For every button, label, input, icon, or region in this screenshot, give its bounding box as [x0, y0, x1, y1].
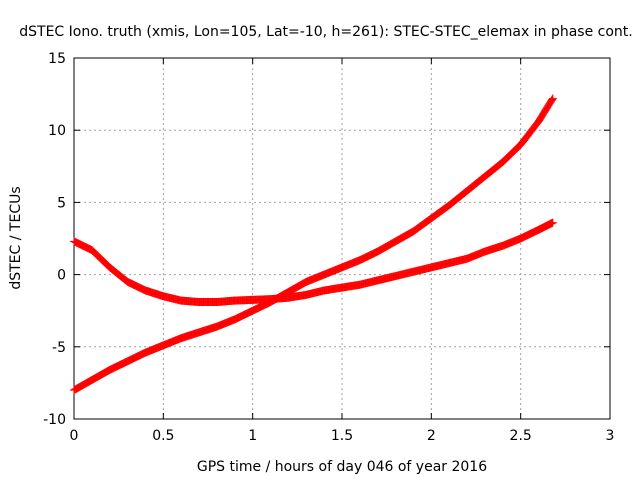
x-tick-label: 1.5 [331, 428, 353, 444]
x-tick-label: 2 [427, 428, 436, 444]
data-point [548, 218, 557, 227]
y-tick-label: -10 [43, 412, 66, 428]
data-point [548, 95, 557, 104]
chart-title: dSTEC Iono. truth (xmis, Lon=105, Lat=-1… [19, 24, 632, 40]
y-axis-label: dSTEC / TECUs [8, 186, 24, 289]
x-axis-label: GPS time / hours of day 046 of year 2016 [197, 459, 487, 475]
x-tick-label: 3 [606, 428, 615, 444]
x-tick-label: 1 [248, 428, 257, 444]
grid [74, 58, 610, 419]
y-tick-label: 5 [57, 195, 66, 211]
y-tick-label: -5 [52, 340, 66, 356]
y-tick-label: 0 [57, 268, 66, 284]
series-1 [70, 218, 557, 307]
y-tick-label: 10 [48, 123, 66, 139]
axis-ticks: 0 0.5 1 1.5 2 2.5 3 -10 -5 0 5 10 15 [43, 51, 614, 444]
data-point [547, 96, 556, 105]
series-2 [70, 94, 557, 395]
x-tick-label: 0.5 [152, 428, 174, 444]
data-series [70, 94, 557, 395]
data-point [548, 94, 557, 103]
x-tick-label: 0 [70, 428, 79, 444]
x-tick-label: 2.5 [510, 428, 532, 444]
y-tick-label: 15 [48, 51, 66, 67]
